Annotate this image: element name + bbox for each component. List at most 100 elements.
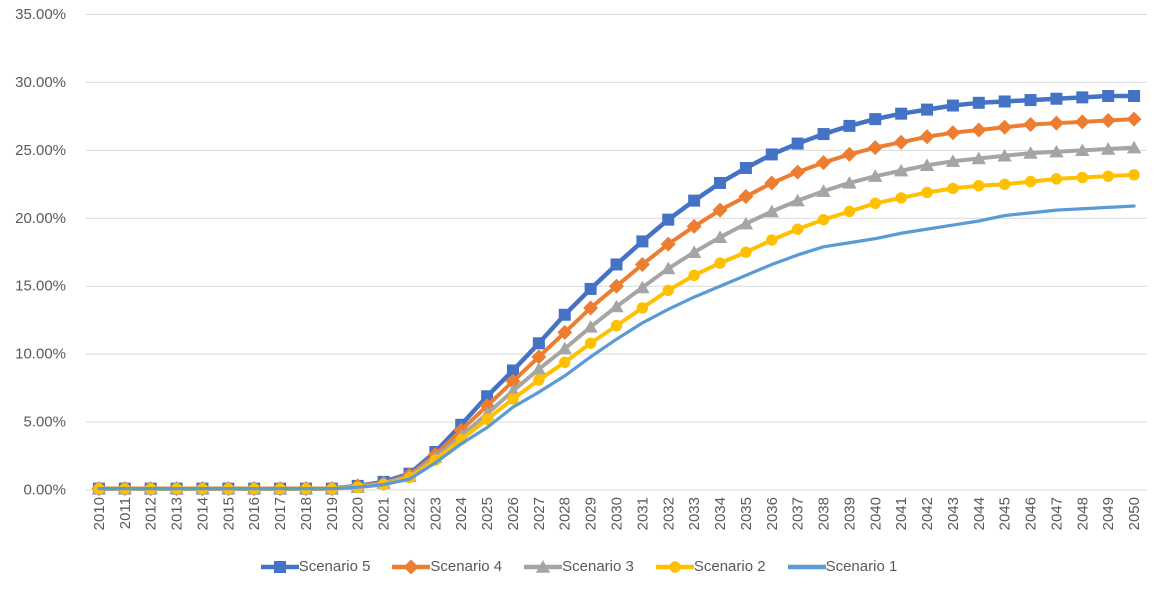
x-tick-label: 2019 — [324, 497, 341, 530]
circle-marker-icon — [973, 179, 985, 192]
x-tick-label: 2040 — [867, 497, 884, 530]
square-marker-icon — [1102, 90, 1115, 103]
x-tick-label: 2044 — [971, 497, 988, 530]
x-tick-label: 2043 — [945, 497, 962, 530]
legend-marker-scenario-3-triangle-icon — [524, 560, 563, 573]
circle-marker-icon — [1076, 171, 1089, 184]
x-tick-label: 2037 — [790, 497, 807, 530]
y-axis-labels: 0.00% 5.00% 10.00% 15.00% 20.00% 25.00% 30.00%… — [15, 6, 66, 499]
x-tick-label: 2014 — [194, 497, 211, 530]
circle-marker-icon — [869, 197, 881, 210]
legend-label-scenario-5: Scenario 5 — [298, 558, 371, 575]
triangle-marker-icon — [842, 176, 857, 189]
x-tick-label: 2023 — [427, 497, 444, 530]
triangle-marker-icon — [609, 299, 624, 313]
diamond-marker-icon — [790, 164, 806, 180]
square-marker-icon — [662, 213, 675, 226]
circle-marker-icon — [895, 192, 907, 204]
legend-item-scenario-3[interactable]: Scenario 3 — [524, 558, 634, 576]
x-tick-label: 2022 — [401, 497, 418, 530]
circle-marker-icon — [1024, 175, 1037, 188]
x-tick-label: 2033 — [686, 497, 703, 530]
diamond-marker-icon — [764, 175, 780, 191]
square-marker-icon — [791, 137, 804, 150]
diamond-marker-icon — [712, 202, 728, 218]
diamond-marker-icon — [738, 189, 754, 205]
square-marker-icon — [273, 561, 286, 573]
y-tick-label: 10.00% — [15, 346, 66, 363]
square-marker-icon — [1128, 90, 1141, 103]
series-line — [97, 204, 1136, 491]
triangle-marker-icon — [790, 193, 805, 207]
series-lines — [91, 90, 1142, 497]
triangle-marker-icon — [1049, 144, 1064, 158]
diamond-marker-icon — [1126, 111, 1142, 127]
legend-label-scenario-3: Scenario 3 — [562, 558, 634, 575]
legend-item-scenario-5[interactable]: Scenario 5 — [260, 558, 371, 576]
legend-item-scenario-2[interactable]: Scenario 2 — [655, 558, 766, 576]
diamond-marker-icon — [816, 155, 832, 171]
circle-marker-icon — [481, 413, 493, 426]
square-marker-icon — [688, 194, 701, 207]
x-tick-label: 2026 — [505, 497, 522, 530]
square-marker-icon — [584, 282, 597, 295]
x-tick-label: 2039 — [841, 497, 858, 530]
diamond-marker-icon — [1100, 112, 1116, 128]
square-marker-icon — [998, 95, 1011, 108]
diamond-marker-icon — [609, 278, 624, 294]
x-tick-label: 2010 — [91, 497, 108, 530]
legend-item-scenario-1[interactable]: Scenario 1 — [787, 558, 898, 576]
x-tick-label: 2015 — [220, 497, 237, 530]
square-marker-icon — [972, 96, 985, 109]
triangle-marker-icon — [635, 280, 650, 294]
gridlines — [86, 14, 1147, 491]
triangle-marker-icon — [971, 151, 986, 165]
circle-marker-icon — [669, 561, 681, 573]
x-tick-label: 2018 — [298, 497, 315, 530]
circle-marker-icon — [636, 302, 649, 314]
triangle-marker-icon — [997, 148, 1012, 162]
square-marker-icon — [1050, 92, 1063, 105]
circle-marker-icon — [1102, 170, 1114, 182]
diamond-marker-icon — [841, 146, 857, 162]
x-tick-label: 2034 — [712, 497, 729, 530]
triangle-marker-icon — [535, 560, 551, 573]
y-tick-label: 0.00% — [23, 482, 66, 499]
diamond-marker-icon — [945, 125, 961, 141]
x-axis-labels: 2010 2011 2012 2013 2014 2015 2016 2017 2018 2019… — [91, 497, 1143, 530]
x-tick-label: 2046 — [1023, 497, 1040, 530]
circle-marker-icon — [740, 246, 752, 258]
x-tick-label: 2049 — [1100, 497, 1117, 530]
square-marker-icon — [506, 364, 519, 377]
circle-marker-icon — [1128, 169, 1140, 181]
legend-item-scenario-4[interactable]: Scenario 4 — [392, 558, 502, 576]
circle-marker-icon — [817, 213, 830, 226]
legend: Scenario 5 Scenario 4 Scenario 3 Scenari… — [0, 558, 1158, 576]
circle-marker-icon — [921, 186, 933, 199]
x-tick-label: 2028 — [557, 497, 574, 530]
legend-marker-scenario-1-line-icon — [787, 564, 826, 570]
diamond-marker-icon — [1023, 117, 1039, 133]
square-marker-icon — [739, 162, 752, 175]
circle-marker-icon — [507, 393, 519, 405]
diamond-marker-icon — [919, 129, 935, 145]
series-line — [96, 145, 1137, 491]
y-tick-label: 35.00% — [15, 6, 66, 23]
diamond-marker-icon — [971, 122, 987, 138]
square-marker-icon — [946, 99, 959, 112]
triangle-marker-icon — [583, 320, 598, 333]
triangle-marker-icon — [712, 230, 728, 244]
y-tick-label: 5.00% — [23, 414, 66, 431]
x-tick-label: 2012 — [143, 497, 160, 530]
triangle-marker-icon — [868, 169, 883, 182]
triangle-marker-icon — [661, 261, 676, 275]
circle-marker-icon — [688, 269, 700, 282]
circle-marker-icon — [533, 374, 545, 386]
legend-label-scenario-1: Scenario 1 — [825, 558, 898, 575]
y-tick-label: 25.00% — [15, 142, 66, 159]
diamond-marker-icon — [893, 134, 909, 150]
triangle-marker-icon — [945, 154, 961, 167]
square-marker-icon — [714, 176, 727, 189]
circle-marker-icon — [791, 223, 804, 235]
x-tick-label: 2038 — [816, 497, 833, 530]
